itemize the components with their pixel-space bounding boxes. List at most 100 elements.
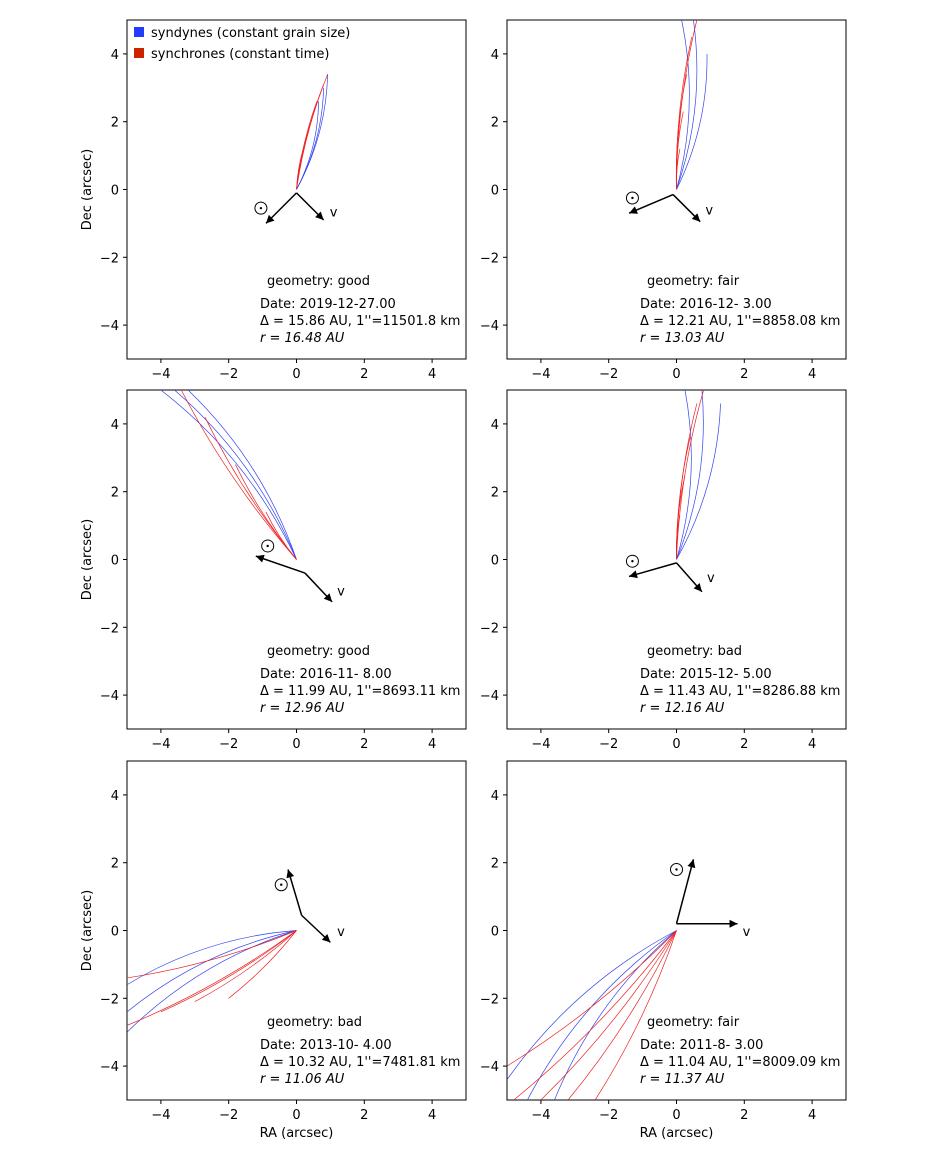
x-tick-label: −2 xyxy=(219,1108,238,1123)
y-tick-label: −2 xyxy=(480,251,499,266)
x-tick-label: 2 xyxy=(740,1108,748,1123)
velocity-arrow-head xyxy=(693,583,702,592)
date-label: Date: 2016-11- 8.00 xyxy=(260,667,392,682)
date-label: Date: 2015-12- 5.00 xyxy=(640,667,772,682)
date-label: Date: 2011-8- 3.00 xyxy=(640,1038,763,1053)
y-tick-label: −2 xyxy=(100,621,119,636)
velocity-arrow-head xyxy=(729,919,738,928)
velocity-label: v xyxy=(743,925,751,940)
y-tick-label: −4 xyxy=(100,689,119,704)
y-tick-label: 4 xyxy=(111,48,119,63)
syndyne-curve xyxy=(296,87,324,190)
synchrone-curve xyxy=(127,930,297,1026)
syndyne-curve xyxy=(676,390,704,560)
syndyne-curve xyxy=(554,930,677,1100)
panel-4: −4 −4 −2 −2 0 0 2 2 4 4 v geometry: bad Date: 2015-1… xyxy=(480,389,847,752)
synchrone-curve xyxy=(676,36,693,190)
y-tick-label: 0 xyxy=(491,554,499,569)
x-tick-label: 2 xyxy=(740,737,748,752)
synchrone-curve xyxy=(540,930,677,1100)
sun-symbol-icon xyxy=(261,539,275,553)
y-axis-label: Dec (arcsec) xyxy=(80,149,95,231)
synchrone-curve xyxy=(160,930,297,1013)
r-label: r = 12.96 AU xyxy=(260,701,345,716)
y-tick-label: 2 xyxy=(491,116,499,131)
x-axis-label: RA (arcsec) xyxy=(640,1126,714,1141)
sun-symbol-dot xyxy=(675,868,678,871)
x-tick-label: 2 xyxy=(360,1108,368,1123)
y-tick-label: 4 xyxy=(111,418,119,433)
x-tick-label: 4 xyxy=(808,737,816,752)
y-tick-label: 2 xyxy=(111,116,119,131)
y-tick-label: 4 xyxy=(491,418,499,433)
syndyne-curve xyxy=(676,20,690,190)
syndyne-curve xyxy=(676,390,692,560)
geometry-label: geometry: bad xyxy=(647,644,742,659)
x-tick-label: 0 xyxy=(672,1108,680,1123)
syndyne-curve xyxy=(676,403,721,560)
geometry-label: geometry: fair xyxy=(647,1015,740,1030)
x-tick-label: 2 xyxy=(360,367,368,382)
velocity-label: v xyxy=(337,925,345,940)
sun-symbol-dot xyxy=(266,544,269,548)
sun-direction-arrow xyxy=(628,562,677,578)
panel-6: −4 −4 −2 −2 0 0 2 2 4 4 RA (arcsec) v geometry: fair… xyxy=(480,760,847,1141)
syndyne-curve xyxy=(127,930,297,986)
y-tick-label: 0 xyxy=(111,554,119,569)
sun-direction-arrow-head xyxy=(265,214,275,224)
delta-label: Δ = 11.04 AU, 1''=8009.09 km xyxy=(640,1055,840,1070)
x-tick-label: −2 xyxy=(219,367,238,382)
date-label: Date: 2013-10- 4.00 xyxy=(260,1038,392,1053)
y-tick-label: −2 xyxy=(480,992,499,1007)
panel-3: −4 −4 −2 −2 0 0 2 2 4 4 Dec (arcsec) v geometry: goo… xyxy=(80,389,467,752)
x-tick-label: −2 xyxy=(599,737,618,752)
syndyne-curve xyxy=(676,20,698,190)
y-tick-label: 4 xyxy=(491,789,499,804)
delta-label: Δ = 15.86 AU, 1''=11501.8 km xyxy=(260,314,460,329)
r-label: r = 11.06 AU xyxy=(260,1072,345,1087)
y-tick-label: −4 xyxy=(100,1060,119,1075)
sun-symbol-icon xyxy=(670,862,683,876)
synchrone-curve xyxy=(127,930,297,979)
curves xyxy=(507,930,677,1100)
curves xyxy=(127,930,297,1033)
panel-2: −4 −4 −2 −2 0 0 2 2 4 4 v geometry: fair Date: 2016-… xyxy=(480,19,847,382)
x-tick-label: −2 xyxy=(599,367,618,382)
legend-swatch-syndynes xyxy=(134,27,144,37)
sun-direction-arrow-head xyxy=(255,554,265,563)
y-axis-label: Dec (arcsec) xyxy=(80,890,95,972)
y-tick-label: 2 xyxy=(491,486,499,501)
x-tick-label: −2 xyxy=(599,1108,618,1123)
sun-symbol-dot xyxy=(259,206,263,210)
r-label: r = 16.48 AU xyxy=(260,331,345,346)
sun-direction-arrow xyxy=(675,859,695,924)
synchrone-curve xyxy=(296,74,329,190)
x-tick-label: 0 xyxy=(292,367,300,382)
x-tick-label: 2 xyxy=(360,737,368,752)
synchrone-curve xyxy=(676,403,698,560)
velocity-arrow-head xyxy=(315,211,324,221)
synchrone-curve xyxy=(676,20,698,190)
synchrone-curve xyxy=(228,930,297,999)
x-tick-label: 4 xyxy=(428,1108,436,1123)
sun-symbol-dot xyxy=(280,883,283,886)
syndyne-curve xyxy=(174,390,297,560)
y-tick-label: −4 xyxy=(480,689,499,704)
x-tick-label: 2 xyxy=(740,367,748,382)
x-tick-label: −4 xyxy=(151,737,170,752)
x-tick-label: 0 xyxy=(292,1108,300,1123)
sun-symbol-icon xyxy=(625,191,639,205)
velocity-arrow-head xyxy=(691,213,701,222)
y-tick-label: 4 xyxy=(491,48,499,63)
geometry-label: geometry: good xyxy=(267,644,370,659)
y-tick-label: 0 xyxy=(111,184,119,199)
synchrone-curve xyxy=(180,390,297,560)
synchrone-curve xyxy=(507,930,677,1067)
y-tick-label: −4 xyxy=(480,1060,499,1075)
syndyne-curve xyxy=(296,74,329,190)
y-tick-label: 2 xyxy=(111,857,119,872)
syndyne-curve xyxy=(127,930,297,1033)
x-tick-label: −4 xyxy=(531,367,550,382)
y-tick-label: −2 xyxy=(480,621,499,636)
y-tick-label: 0 xyxy=(491,925,499,940)
